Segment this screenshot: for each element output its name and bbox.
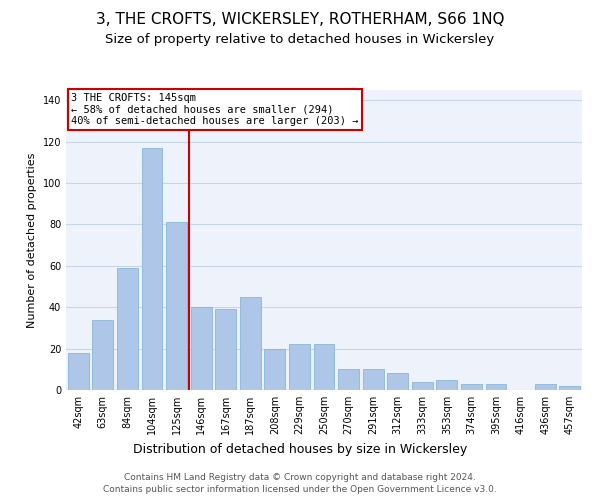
Bar: [68, 353, 89, 390]
Bar: [215, 310, 236, 390]
Text: Contains public sector information licensed under the Open Government Licence v3: Contains public sector information licen…: [103, 485, 497, 494]
Bar: [412, 382, 433, 390]
Bar: [387, 374, 408, 390]
Bar: [362, 370, 383, 390]
Text: Distribution of detached houses by size in Wickersley: Distribution of detached houses by size …: [133, 442, 467, 456]
Bar: [436, 380, 457, 390]
Bar: [314, 344, 334, 390]
Bar: [117, 268, 138, 390]
Y-axis label: Number of detached properties: Number of detached properties: [27, 152, 37, 328]
Text: 3 THE CROFTS: 145sqm
← 58% of detached houses are smaller (294)
40% of semi-deta: 3 THE CROFTS: 145sqm ← 58% of detached h…: [71, 93, 359, 126]
Bar: [559, 386, 580, 390]
Bar: [142, 148, 163, 390]
Bar: [485, 384, 506, 390]
Text: Contains HM Land Registry data © Crown copyright and database right 2024.: Contains HM Land Registry data © Crown c…: [124, 472, 476, 482]
Bar: [92, 320, 113, 390]
Bar: [535, 384, 556, 390]
Bar: [265, 348, 286, 390]
Bar: [461, 384, 482, 390]
Bar: [240, 297, 261, 390]
Bar: [338, 370, 359, 390]
Bar: [289, 344, 310, 390]
Text: Size of property relative to detached houses in Wickersley: Size of property relative to detached ho…: [106, 32, 494, 46]
Text: 3, THE CROFTS, WICKERSLEY, ROTHERHAM, S66 1NQ: 3, THE CROFTS, WICKERSLEY, ROTHERHAM, S6…: [96, 12, 504, 28]
Bar: [166, 222, 187, 390]
Bar: [191, 307, 212, 390]
